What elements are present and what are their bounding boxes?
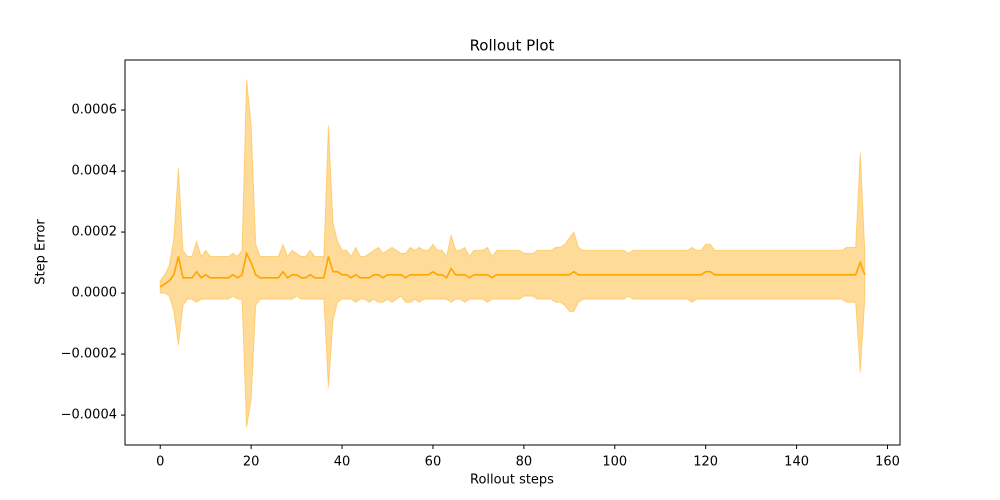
y-tick-label: −0.0004 [61, 408, 117, 423]
y-tick-label: 0.0002 [72, 225, 118, 240]
x-axis-label: Rollout steps [470, 473, 554, 488]
std-band [159, 79, 866, 428]
y-tick-label: 0.0000 [72, 286, 118, 301]
y-tick-label: −0.0002 [61, 347, 117, 362]
plot-frame [124, 59, 901, 446]
x-tick-label: 40 [334, 455, 351, 470]
x-tick-label: 140 [784, 455, 809, 470]
chart-title: Rollout Plot [470, 37, 555, 55]
y-tick-label: 0.0004 [72, 164, 118, 179]
x-tick-label: 120 [693, 455, 718, 470]
x-tick-label: 60 [425, 455, 442, 470]
mean-line [159, 251, 866, 288]
y-tick-label: 0.0006 [72, 103, 118, 118]
y-axis-label: Step Error [34, 219, 49, 285]
x-tick-label: 20 [243, 455, 260, 470]
x-tick-label: 100 [602, 455, 627, 470]
x-tick-label: 160 [875, 455, 900, 470]
x-tick-label: 80 [516, 455, 533, 470]
x-tick-label: 0 [156, 455, 164, 470]
